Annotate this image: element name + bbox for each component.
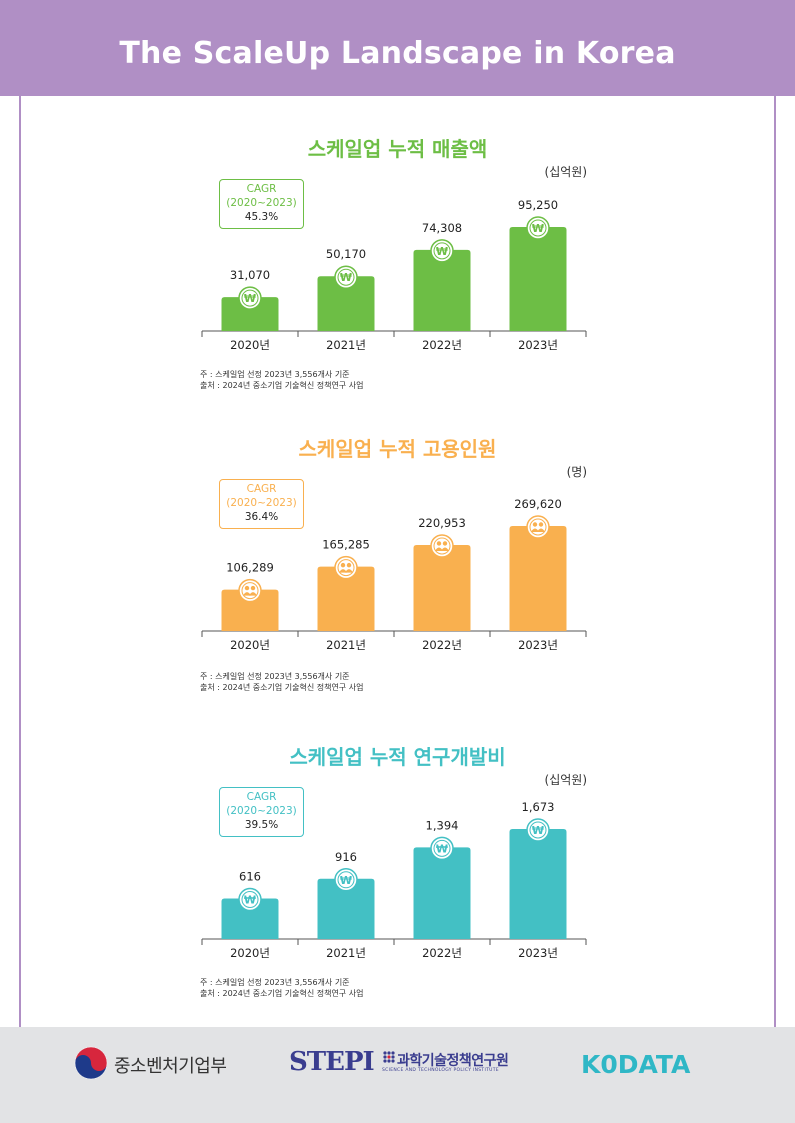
svg-text:₩: ₩	[436, 245, 448, 258]
note-basis: 주 : 스케일업 선정 2023년 3,556개사 기준	[200, 672, 350, 681]
bar	[221, 297, 279, 331]
chart-section-rnd: 스케일업 누적 연구개발비 (십억원) CAGR (2020~2023) 39.…	[0, 741, 795, 1041]
x-tick-label: 2023년	[518, 638, 558, 652]
won-icon: ₩	[526, 216, 550, 240]
svg-text:₩: ₩	[244, 292, 256, 305]
cagr-label: CAGR	[246, 791, 277, 803]
chart-title: 스케일업 누적 매출액	[307, 137, 488, 161]
bar	[509, 227, 567, 331]
note-basis: 주 : 스케일업 선정 2023년 3,556개사 기준	[200, 978, 350, 987]
cagr-label: CAGR	[246, 183, 277, 195]
unit-label: (십억원)	[544, 773, 587, 787]
svg-text:₩: ₩	[340, 874, 352, 887]
stepi-logo-name: 과학기술정책연구원	[397, 1053, 509, 1069]
people-icon	[334, 555, 358, 580]
x-tick-label: 2021년	[326, 638, 366, 652]
people-icon	[238, 578, 262, 603]
bar-chart: 106,289 2020년 165,285 2021년 220,953 2022년 269,…	[201, 497, 587, 652]
note-basis: 주 : 스케일업 선정 2023년 3,556개사 기준	[200, 370, 350, 379]
cagr-value: 36.4%	[244, 511, 279, 523]
bar-chart: ₩616 2020년 ₩916 2021년 ₩1,394 2022년 ₩1,673 2023년	[201, 800, 587, 960]
bar	[413, 249, 471, 331]
x-tick-label: 2021년	[326, 946, 366, 960]
chart-section-employment: 스케일업 누적 고용인원 (명) CAGR (2020~2023) 36.4% …	[0, 433, 795, 733]
data-label: 616	[239, 869, 261, 883]
bar	[509, 526, 567, 631]
bar-chart: ₩31,070 2020년 ₩50,170 2021년 ₩74,308 2022년 ₩95,…	[201, 198, 587, 352]
cagr-period: (2020~2023)	[226, 197, 297, 209]
cagr-box: CAGR (2020~2023) 36.4%	[219, 479, 304, 529]
won-icon: ₩	[238, 887, 262, 912]
chart-title: 스케일업 누적 연구개발비	[289, 745, 506, 769]
note-source: 출처 : 2024년 중소기업 기술혁신 정책연구 사업	[200, 381, 364, 390]
data-label: 50,170	[326, 247, 366, 261]
bar	[413, 544, 471, 631]
bar	[317, 566, 375, 631]
x-tick-label: 2020년	[230, 638, 270, 652]
x-tick-label: 2023년	[518, 338, 558, 352]
notes: 주 : 스케일업 선정 2023년 3,556개사 기준 출처 : 2024년 …	[200, 977, 363, 999]
x-tick-label: 2022년	[422, 638, 462, 652]
notes: 주 : 스케일업 선정 2023년 3,556개사 기준 출처 : 2024년 …	[200, 369, 363, 391]
won-icon: ₩	[526, 818, 550, 842]
data-label: 106,289	[226, 561, 274, 575]
x-tick-label: 2022년	[422, 946, 462, 960]
footer	[0, 1027, 795, 1123]
chart-title: 스케일업 누적 고용인원	[298, 437, 497, 461]
x-tick-label: 2023년	[518, 946, 558, 960]
bar	[509, 829, 567, 939]
data-label: 31,070	[230, 268, 270, 282]
svg-text:₩: ₩	[436, 842, 448, 855]
bar	[221, 898, 279, 939]
won-icon: ₩	[334, 868, 358, 892]
cagr-value: 45.3%	[244, 211, 279, 223]
x-tick-label: 2021년	[326, 338, 366, 352]
data-label: 220,953	[418, 516, 466, 530]
stepi-logo-mark: STEPI	[289, 1047, 375, 1077]
won-icon: ₩	[430, 836, 454, 861]
note-source: 출처 : 2024년 중소기업 기술혁신 정책연구 사업	[200, 989, 364, 998]
data-label: 165,285	[322, 538, 370, 552]
bar	[317, 878, 375, 939]
mss-logo-text: 중소벤처기업부	[114, 1056, 227, 1077]
unit-label: (명)	[566, 465, 587, 479]
cagr-box: CAGR (2020~2023) 39.5%	[219, 787, 304, 837]
page-title: The ScaleUp Landscape in Korea	[119, 36, 676, 71]
svg-text:₩: ₩	[244, 893, 256, 906]
note-source: 출처 : 2024년 중소기업 기술혁신 정책연구 사업	[200, 683, 364, 692]
stepi-dots-icon	[383, 1051, 395, 1063]
bar	[413, 847, 471, 939]
won-icon: ₩	[238, 286, 262, 310]
people-icon	[430, 534, 454, 558]
x-tick-label: 2020년	[230, 338, 270, 352]
x-tick-label: 2020년	[230, 946, 270, 960]
data-label: 916	[335, 850, 357, 864]
unit-label: (십억원)	[544, 165, 587, 179]
data-label: 1,673	[522, 800, 555, 814]
header-banner: The ScaleUp Landscape in Korea	[0, 0, 795, 96]
cagr-period: (2020~2023)	[226, 497, 297, 509]
cagr-period: (2020~2023)	[226, 805, 297, 817]
stepi-logo-sub: SCIENCE AND TECHNOLOGY POLICY INSTITUTE	[382, 1068, 499, 1073]
kodata-logo: K0DATA	[581, 1050, 691, 1079]
cagr-box: CAGR (2020~2023) 45.3%	[219, 179, 304, 229]
notes: 주 : 스케일업 선정 2023년 3,556개사 기준 출처 : 2024년 …	[200, 671, 363, 693]
data-label: 95,250	[518, 198, 558, 212]
bar	[221, 589, 279, 631]
mss-emblem-icon	[74, 1046, 108, 1080]
svg-text:₩: ₩	[340, 271, 352, 284]
x-tick-label: 2022년	[422, 338, 462, 352]
cagr-value: 39.5%	[244, 819, 279, 831]
data-label: 74,308	[422, 221, 462, 235]
svg-text:₩: ₩	[532, 222, 544, 235]
chart-section-sales: 스케일업 누적 매출액 (십억원) CAGR (2020~2023) 45.3%…	[0, 133, 795, 433]
won-icon: ₩	[334, 265, 358, 289]
bar	[317, 276, 375, 331]
data-label: 1,394	[426, 818, 459, 832]
people-icon	[526, 515, 550, 539]
won-icon: ₩	[430, 239, 454, 263]
data-label: 269,620	[514, 497, 562, 511]
cagr-label: CAGR	[246, 483, 277, 495]
svg-text:₩: ₩	[532, 824, 544, 837]
